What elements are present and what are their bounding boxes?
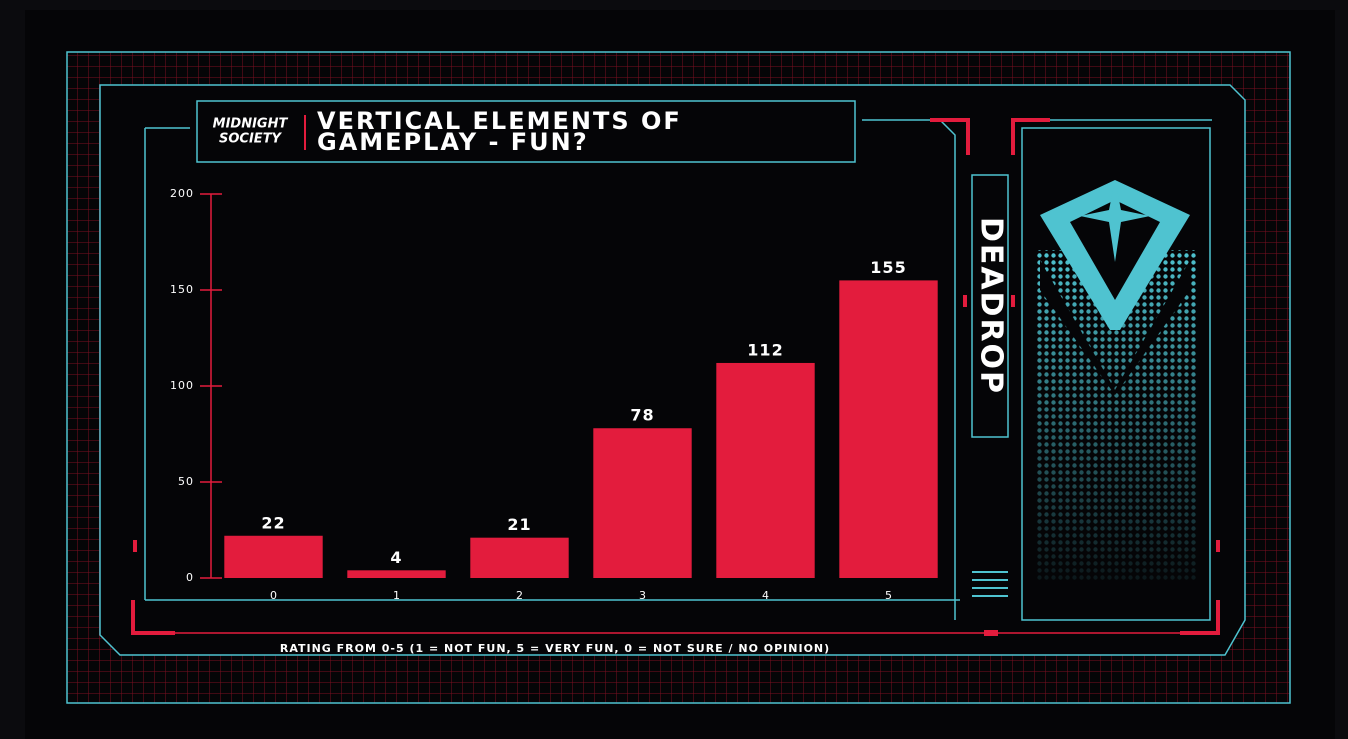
game-logo: DEADROP: [974, 217, 1009, 395]
bar: [347, 570, 446, 578]
title-box: [196, 100, 856, 163]
chart-title: VERTICAL ELEMENTS OF GAMEPLAY - FUN?: [317, 107, 682, 156]
value-label: 4: [390, 548, 402, 567]
x-axis-label: RATING FROM 0-5 (1 = NOT FUN, 5 = VERY F…: [280, 642, 830, 655]
outer-frame: [66, 51, 1291, 704]
value-label: 112: [747, 340, 783, 359]
y-tick-label: 0: [186, 571, 194, 584]
stripes: [972, 571, 1008, 597]
emblem: [1040, 260, 1190, 395]
y-tick-label: 100: [170, 379, 194, 392]
bar: [593, 428, 692, 578]
x-tick-label: 1: [393, 589, 400, 602]
x-tick-label: 4: [762, 589, 769, 602]
value-label: 21: [507, 515, 531, 534]
bar: [839, 280, 938, 578]
x-tick-label: 2: [516, 589, 523, 602]
game-box: [971, 174, 1009, 438]
right-frame: [862, 119, 1212, 621]
emblem-star: [1080, 180, 1150, 262]
y-tick-label: 200: [170, 187, 194, 200]
panel: [99, 84, 1246, 656]
y-tick-label: 50: [178, 475, 194, 488]
red-marker: [984, 630, 998, 636]
value-label: 78: [630, 406, 654, 425]
bar: [224, 535, 323, 578]
logo-line: SOCIETY: [219, 132, 283, 147]
value-label: 22: [261, 513, 285, 532]
logo-line: MIDNIGHT: [213, 117, 289, 132]
y-tick-label: 150: [170, 283, 194, 296]
x-tick-label: 0: [270, 589, 277, 602]
red-corners: [131, 118, 1220, 635]
inner-frame: [144, 127, 960, 601]
bar: [470, 537, 569, 578]
bar: [716, 362, 815, 578]
x-tick-label: 3: [639, 589, 646, 602]
value-label: 155: [870, 258, 906, 277]
x-tick-label: 5: [885, 589, 892, 602]
